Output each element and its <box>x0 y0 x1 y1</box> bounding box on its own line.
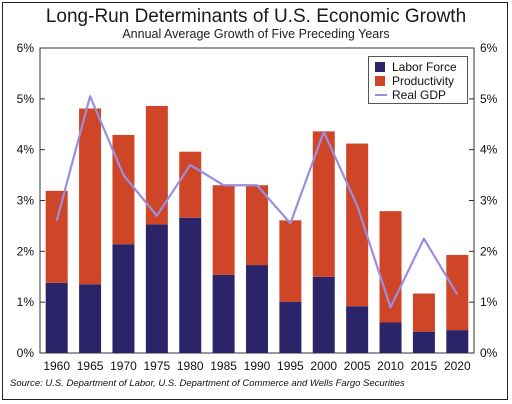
bar-labor-force <box>446 330 469 353</box>
bar-labor-force <box>179 217 202 353</box>
y-tick-label-right: 2% <box>480 244 498 258</box>
line-real-gdp <box>55 95 459 309</box>
bar-productivity <box>45 190 68 283</box>
bar-productivity <box>212 185 235 275</box>
y-tick-label-left: 1% <box>17 295 35 309</box>
x-tick-label: 2000 <box>310 359 337 373</box>
y-tick-label-right: 4% <box>480 143 498 157</box>
x-tick-label: 2020 <box>444 359 471 373</box>
bar-labor-force <box>412 331 435 353</box>
bar-productivity <box>79 108 102 285</box>
x-tick-label: 2010 <box>377 359 404 373</box>
bar-labor-force <box>279 301 302 353</box>
y-tick-label-left: 4% <box>17 143 35 157</box>
y-tick-label-left: 0% <box>17 346 35 360</box>
legend-label-gdp: Real GDP <box>392 88 447 102</box>
legend: Labor Force Productivity Real GDP <box>368 56 468 104</box>
x-tick-label: 2015 <box>411 359 438 373</box>
y-tick-label-left: 3% <box>17 194 35 208</box>
x-tick-label: 1995 <box>277 359 304 373</box>
chart-subtitle: Annual Average Growth of Five Preceding … <box>122 27 390 41</box>
bar-productivity <box>179 151 202 218</box>
x-tick-label: 1970 <box>110 359 137 373</box>
chart-title: Long-Run Determinants of U.S. Economic G… <box>45 6 467 27</box>
x-tick-label: 1965 <box>77 359 104 373</box>
bar-productivity <box>346 143 369 307</box>
y-tick-label-right: 3% <box>480 194 498 208</box>
y-tick-label-right: 5% <box>480 92 498 106</box>
y-tick-label-left: 6% <box>17 41 35 55</box>
legend-item-productivity: Productivity <box>375 74 454 88</box>
bar-labor-force <box>45 282 68 353</box>
bar-productivity <box>279 220 302 302</box>
legend-swatch-labor <box>375 62 385 72</box>
legend-item-labor: Labor Force <box>375 60 457 74</box>
legend-label-productivity: Productivity <box>392 74 455 88</box>
y-tick-label-right: 0% <box>480 346 498 360</box>
bar-labor-force <box>379 322 402 353</box>
legend-swatch-productivity <box>375 76 385 86</box>
bar-productivity <box>412 293 435 332</box>
x-tick-label: 1975 <box>143 359 170 373</box>
bar-productivity <box>246 185 268 266</box>
bar-labor-force <box>145 224 168 353</box>
bar-labor-force <box>112 244 135 353</box>
y-tick-label-left: 5% <box>17 92 35 106</box>
bar-productivity <box>312 131 335 277</box>
x-tick-label: 1985 <box>210 359 237 373</box>
chart-frame <box>2 2 508 400</box>
y-tick-label-left: 2% <box>17 244 35 258</box>
bar-labor-force <box>346 306 369 353</box>
x-tick-label: 1960 <box>43 359 70 373</box>
source-note: Source: U.S. Department of Labor, U.S. D… <box>10 378 405 389</box>
legend-item-gdp: Real GDP <box>375 88 446 102</box>
legend-swatch-gdp <box>375 94 387 96</box>
x-tick-label: 1990 <box>244 359 271 373</box>
legend-label-labor: Labor Force <box>392 60 457 74</box>
bar-productivity <box>145 105 168 225</box>
bar-labor-force <box>79 284 102 353</box>
y-tick-label-right: 6% <box>480 41 498 55</box>
bar-productivity <box>112 134 135 245</box>
x-tick-label: 1980 <box>177 359 204 373</box>
x-tick-label: 2005 <box>344 359 371 373</box>
y-tick-label-right: 1% <box>480 295 498 309</box>
bar-labor-force <box>246 265 268 353</box>
bar-labor-force <box>212 274 235 353</box>
bar-labor-force <box>312 276 335 353</box>
